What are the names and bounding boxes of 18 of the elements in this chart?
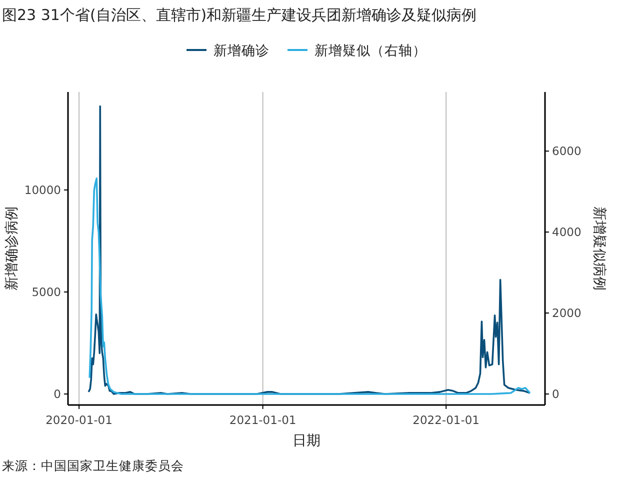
y-tick-label: 5000 bbox=[32, 284, 61, 299]
x-axis-title: 日期 bbox=[292, 433, 320, 449]
source-note: 来源：中国国家卫生健康委员会 bbox=[2, 458, 184, 473]
y-axis-title: 新增确诊病例 bbox=[4, 206, 20, 290]
y-tick-label: 10000 bbox=[24, 182, 61, 197]
x-tick-label: 2020-01-01 bbox=[46, 413, 112, 427]
y2-tick-label: 0 bbox=[552, 386, 560, 401]
y2-axis-title: 新增疑似病例 bbox=[591, 206, 607, 290]
y2-tick-label: 2000 bbox=[552, 306, 582, 320]
y2-tick-label: 4000 bbox=[552, 225, 582, 240]
line-series bbox=[88, 178, 531, 395]
y-tick-label: 0 bbox=[54, 386, 61, 401]
y2-tick-label: 6000 bbox=[552, 144, 582, 158]
legend-label: 新增确诊 bbox=[214, 43, 270, 59]
legend-label: 新增疑似（右轴） bbox=[314, 43, 426, 59]
chart-title: 图23 31个省(自治区、直辖市)和新疆生产建设兵团新增确诊及疑似病例 bbox=[2, 6, 477, 24]
x-tick-label: 2021-01-01 bbox=[229, 413, 296, 427]
x-tick-label: 2022-01-01 bbox=[412, 413, 480, 427]
